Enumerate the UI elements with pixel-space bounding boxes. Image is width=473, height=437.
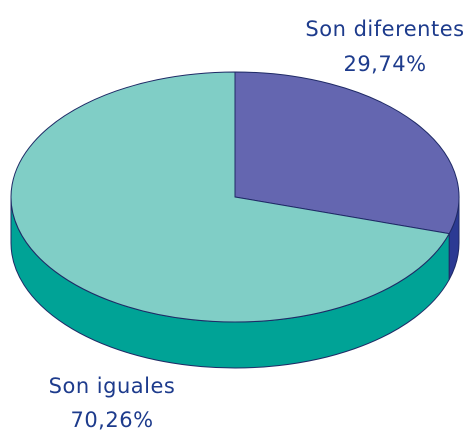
slice-label: Son iguales bbox=[49, 374, 176, 398]
slice-value-label: 29,74% bbox=[343, 52, 426, 76]
slice-label: Son diferentes bbox=[305, 17, 464, 41]
slice-value-label: 70,26% bbox=[70, 408, 153, 432]
slice bbox=[234, 71, 460, 235]
slice bbox=[10, 71, 450, 323]
